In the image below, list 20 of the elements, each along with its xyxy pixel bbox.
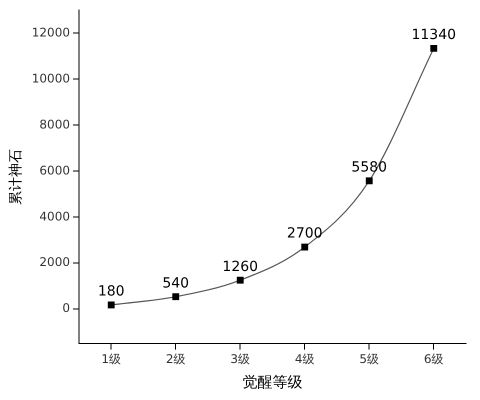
x-tick-label: 1级	[101, 352, 122, 366]
data-label: 1260	[222, 258, 258, 275]
data-label: 540	[162, 275, 190, 292]
y-tick-label: 0	[62, 301, 70, 316]
y-tick-label: 12000	[32, 25, 70, 40]
x-tick-label: 6级	[424, 352, 444, 366]
y-tick-label: 2000	[39, 255, 70, 270]
y-axis-title: 累计神石	[8, 148, 24, 205]
y-tick-label: 6000	[39, 163, 70, 178]
y-tick-label: 4000	[39, 209, 70, 224]
x-tick-label: 5级	[359, 352, 380, 366]
data-label: 180	[98, 284, 125, 300]
x-tick-label: 4级	[294, 352, 315, 366]
y-tick-label: 10000	[32, 71, 70, 86]
x-tick-label: 3级	[230, 352, 250, 366]
x-axis-title: 觉醒等级	[242, 372, 302, 391]
x-tick-label: 2级	[166, 352, 186, 366]
data-label: 11340	[411, 27, 456, 44]
y-tick-label: 8000	[39, 117, 70, 132]
data-label: 2700	[286, 226, 323, 242]
